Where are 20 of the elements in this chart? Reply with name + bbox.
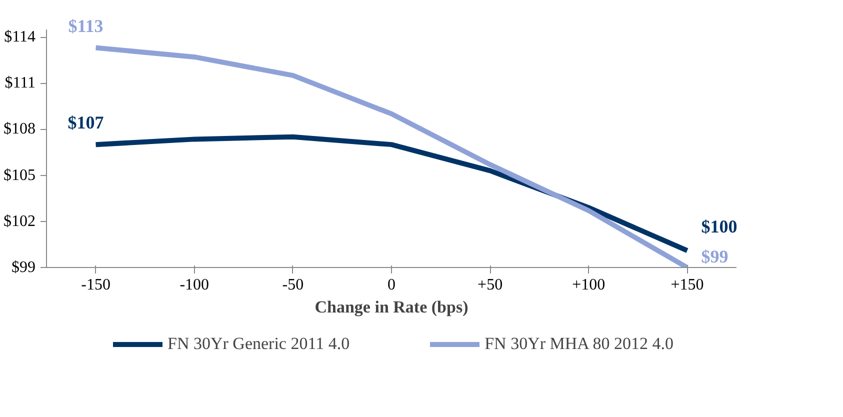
x-tick-label: +150 — [670, 276, 704, 294]
x-axis-title: Change in Rate (bps) — [314, 298, 468, 316]
data-label: $100 — [701, 216, 738, 237]
x-tick-label: +100 — [572, 276, 606, 294]
x-tick-label: -150 — [81, 276, 110, 294]
data-label: $99 — [701, 246, 728, 266]
x-tick-label: -50 — [282, 276, 304, 294]
y-tick-label: $105 — [4, 166, 36, 184]
y-tick-label: $102 — [4, 212, 36, 230]
x-tick-label: +50 — [478, 276, 503, 294]
y-tick-label: $114 — [4, 28, 36, 46]
y-tick-label: $99 — [12, 259, 36, 276]
data-label: $113 — [68, 16, 104, 36]
x-tick-label: -100 — [180, 276, 210, 294]
legend-label: FN 30Yr Generic 2011 4.0 — [168, 334, 350, 354]
y-tick-label: $108 — [4, 120, 36, 138]
y-tick-label: $111 — [4, 74, 36, 92]
legend-label: FN 30Yr MHA 80 2012 4.0 — [484, 334, 674, 354]
data-label: $107 — [68, 112, 104, 133]
x-tick-label: 0 — [388, 276, 396, 294]
